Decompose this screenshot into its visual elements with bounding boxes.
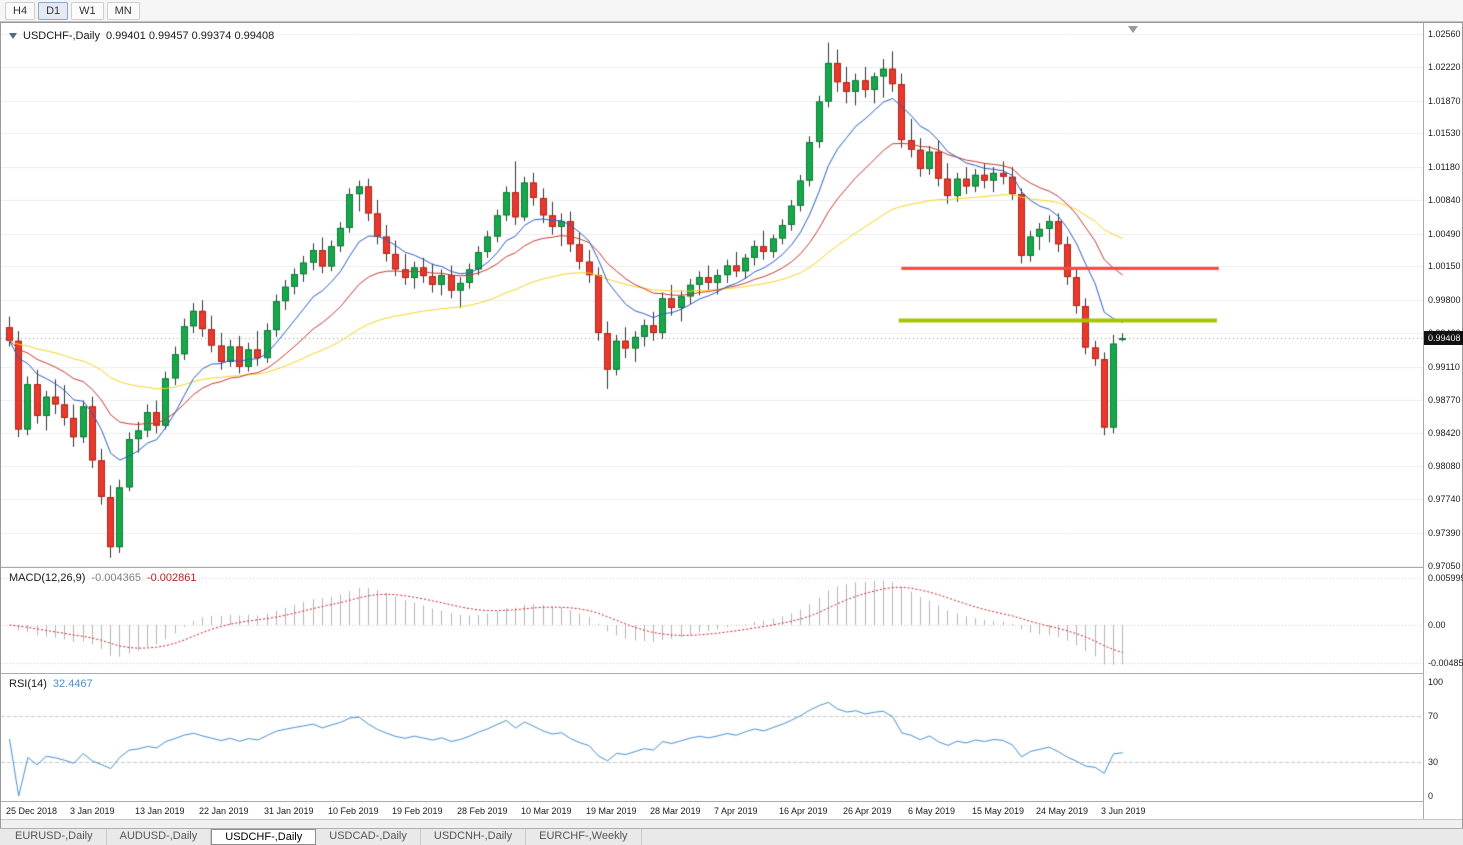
timeframe-button-w1[interactable]: W1 bbox=[71, 1, 104, 20]
macd-axis-label: 0.0059990 bbox=[1428, 573, 1463, 583]
macd-indicator-title: MACD(12,26,9) -0.004365 -0.002861 bbox=[9, 572, 197, 584]
date-axis-label: 19 Mar 2019 bbox=[586, 806, 637, 816]
price-axis-label: 1.00150 bbox=[1428, 261, 1461, 271]
price-axis-label: 0.98420 bbox=[1428, 428, 1461, 438]
tab-audusd-daily[interactable]: AUDUSD-,Daily bbox=[107, 829, 212, 845]
macd-axis-label: -0.0048583 bbox=[1428, 658, 1463, 668]
date-axis-label: 13 Jan 2019 bbox=[135, 806, 185, 816]
price-chart-canvas[interactable] bbox=[1, 27, 1423, 567]
tab-eurchf-weekly[interactable]: EURCHF-,Weekly bbox=[526, 829, 642, 845]
pane-separator bbox=[1, 801, 1462, 802]
window-tab-bar: EURUSD-,Daily AUDUSD-,Daily USDCHF-,Daily U… bbox=[0, 828, 1463, 845]
symbol-dropdown-icon[interactable] bbox=[9, 33, 17, 39]
date-axis-label: 24 May 2019 bbox=[1036, 806, 1089, 816]
price-axis-label: 0.98080 bbox=[1428, 461, 1461, 471]
price-axis-label: 1.00840 bbox=[1428, 195, 1461, 205]
date-axis-label: 26 Apr 2019 bbox=[843, 806, 892, 816]
price-axis-label: 1.01180 bbox=[1428, 162, 1460, 172]
price-axis-label: 1.00490 bbox=[1428, 229, 1461, 239]
rsi-value: 32.4467 bbox=[52, 678, 93, 690]
date-axis-label: 31 Jan 2019 bbox=[264, 806, 314, 816]
date-axis-label: 10 Mar 2019 bbox=[521, 806, 572, 816]
date-axis-label: 28 Mar 2019 bbox=[650, 806, 701, 816]
rsi-axis-label: 30 bbox=[1428, 757, 1439, 767]
date-axis-label: 15 May 2019 bbox=[972, 806, 1025, 816]
date-axis-label: 22 Jan 2019 bbox=[199, 806, 249, 816]
chart-shift-marker-icon[interactable] bbox=[1128, 26, 1138, 33]
date-axis-label: 6 May 2019 bbox=[908, 806, 956, 816]
rsi-indicator-title: RSI(14) 32.4467 bbox=[9, 678, 93, 690]
date-axis-label: 19 Feb 2019 bbox=[392, 806, 443, 816]
pane-separator[interactable] bbox=[1, 567, 1462, 568]
rsi-label: RSI(14) bbox=[9, 678, 47, 690]
pane-separator[interactable] bbox=[1, 673, 1462, 674]
timeframe-button-mn[interactable]: MN bbox=[106, 1, 140, 20]
price-axis-label: 0.97740 bbox=[1428, 494, 1461, 504]
chart-window: USDCHF-,Daily 0.99401 0.99457 0.99374 0.… bbox=[0, 22, 1463, 828]
tab-usdcnh-daily[interactable]: USDCNH-,Daily bbox=[421, 829, 527, 845]
price-axis-label: 1.02220 bbox=[1428, 62, 1461, 72]
macd-axis-label: 0.00 bbox=[1428, 620, 1446, 630]
chart-bottom-strip bbox=[1, 819, 1462, 828]
rsi-axis-label: 100 bbox=[1428, 677, 1444, 687]
macd-main-value: -0.004365 bbox=[91, 572, 141, 584]
tab-eurusd-daily[interactable]: EURUSD-,Daily bbox=[2, 829, 107, 845]
timeframe-toolbar: H4 D1 W1 MN bbox=[0, 0, 1463, 22]
date-axis-label: 25 Dec 2018 bbox=[6, 806, 58, 816]
price-axis-label: 0.97390 bbox=[1428, 528, 1461, 538]
chart-symbol-label: USDCHF-,Daily bbox=[23, 30, 100, 42]
macd-label: MACD(12,26,9) bbox=[9, 572, 86, 584]
tab-usdchf-daily[interactable]: USDCHF-,Daily bbox=[211, 829, 317, 845]
current-price-tag: 0.99408 bbox=[1424, 331, 1463, 345]
timeframe-button-d1[interactable]: D1 bbox=[38, 1, 69, 20]
tab-usdcad-daily[interactable]: USDCAD-,Daily bbox=[316, 829, 421, 845]
price-axis-label: 0.99110 bbox=[1428, 362, 1460, 372]
date-axis-label: 3 Jan 2019 bbox=[70, 806, 115, 816]
date-axis-label: 7 Apr 2019 bbox=[714, 806, 758, 816]
price-scale[interactable]: 0.99408 1.02560 1.02220 1.01870 1.01530 1.01… bbox=[1423, 23, 1463, 819]
date-axis-label: 28 Feb 2019 bbox=[457, 806, 508, 816]
macd-canvas[interactable] bbox=[1, 568, 1423, 673]
chart-ohlc-values: 0.99401 0.99457 0.99374 0.99408 bbox=[106, 30, 275, 42]
date-axis-label: 16 Apr 2019 bbox=[779, 806, 828, 816]
chart-title: USDCHF-,Daily 0.99401 0.99457 0.99374 0.… bbox=[9, 30, 274, 42]
date-axis[interactable]: 25 Dec 2018 3 Jan 2019 13 Jan 2019 22 Jan 2… bbox=[1, 802, 1423, 819]
macd-signal-value: -0.002861 bbox=[146, 572, 197, 584]
date-axis-label: 10 Feb 2019 bbox=[328, 806, 379, 816]
price-axis-label: 1.01870 bbox=[1428, 96, 1461, 106]
rsi-canvas[interactable] bbox=[1, 674, 1423, 801]
rsi-axis-label: 0 bbox=[1428, 791, 1434, 801]
price-axis-label: 0.99800 bbox=[1428, 295, 1461, 305]
price-axis-label: 1.01530 bbox=[1428, 128, 1461, 138]
price-axis-label: 0.98770 bbox=[1428, 395, 1461, 405]
price-axis-label: 0.97050 bbox=[1428, 561, 1461, 571]
rsi-axis-label: 70 bbox=[1428, 711, 1439, 721]
date-axis-label: 3 Jun 2019 bbox=[1101, 806, 1146, 816]
timeframe-button-h4[interactable]: H4 bbox=[5, 1, 36, 20]
price-axis-label: 0.99460 bbox=[1428, 328, 1461, 338]
price-axis-label: 1.02560 bbox=[1428, 29, 1461, 39]
